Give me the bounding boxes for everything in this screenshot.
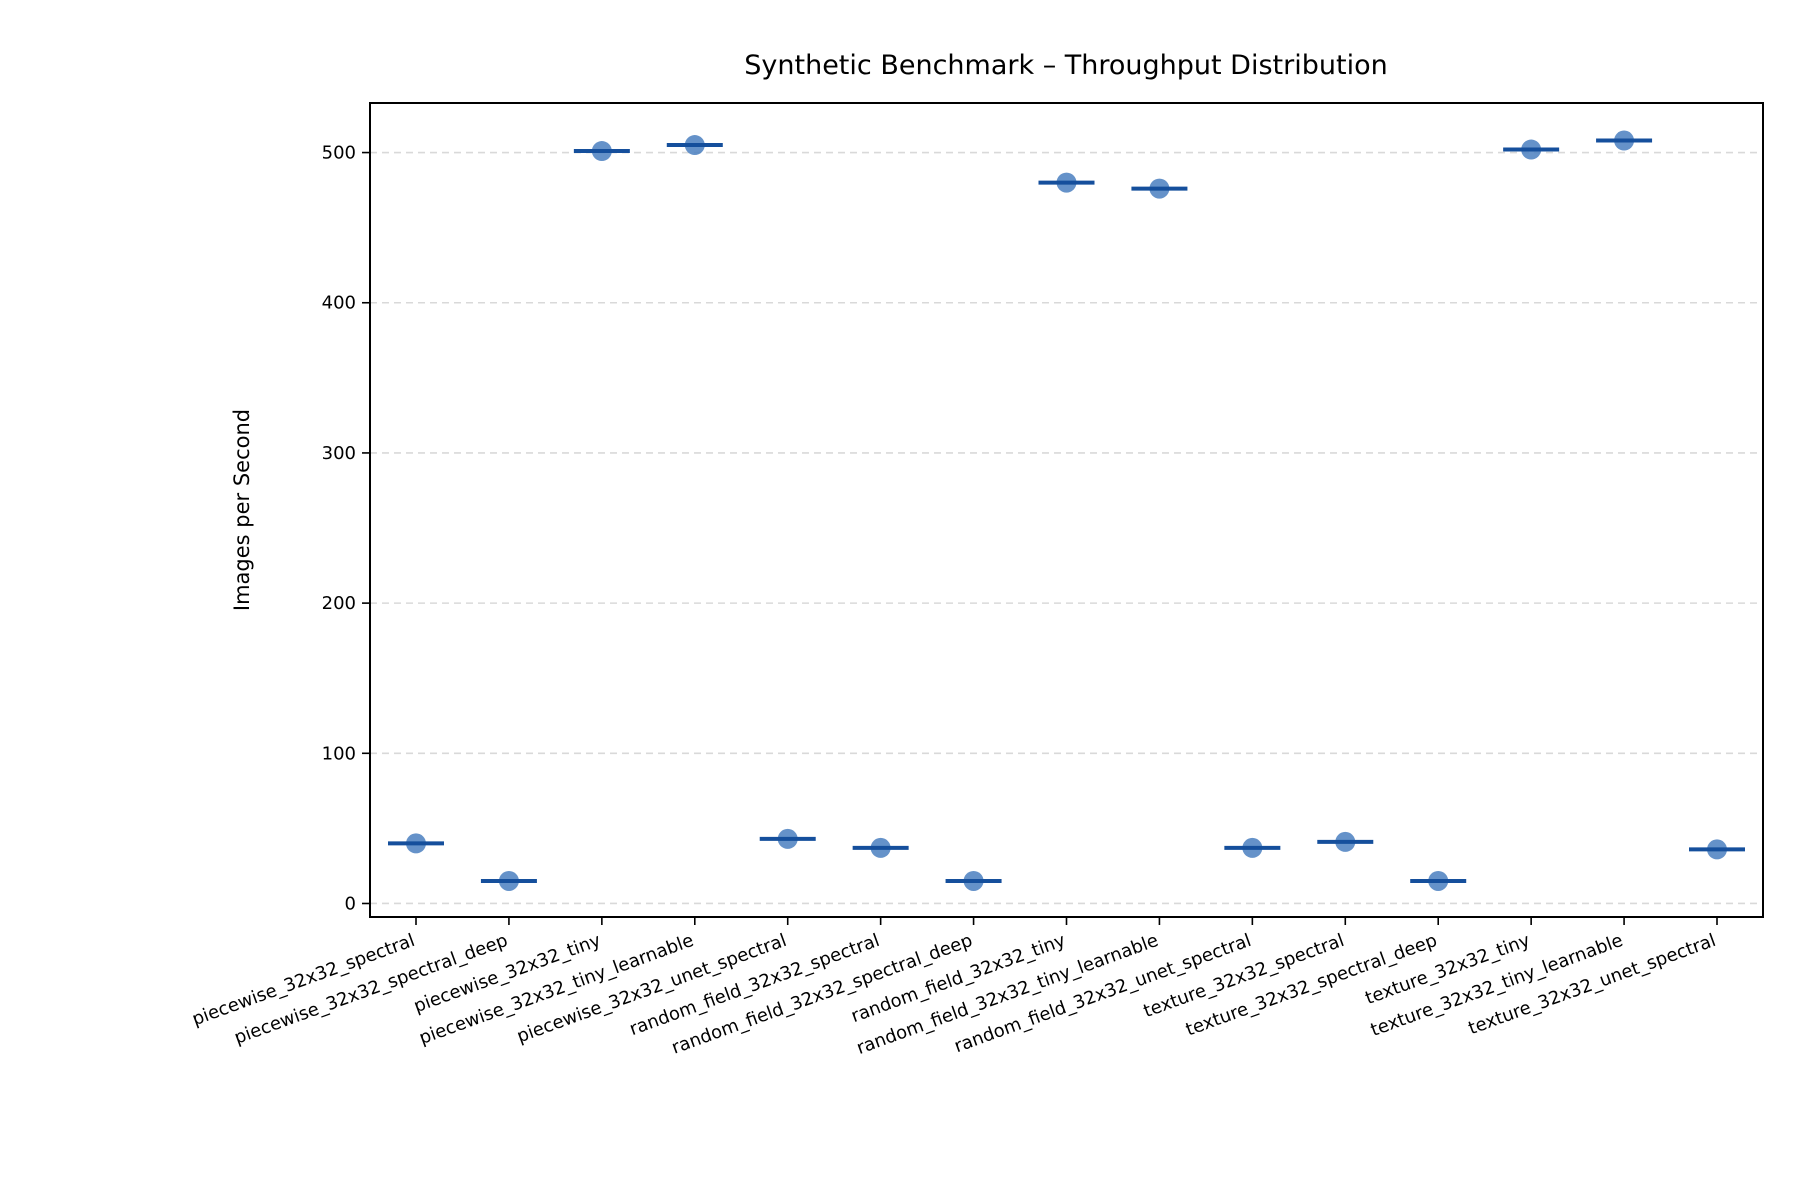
y-tick-label: 100 [322, 743, 356, 764]
y-tick-label: 200 [322, 593, 356, 614]
y-tick-label: 0 [345, 893, 356, 914]
y-tick-label: 400 [322, 293, 356, 314]
grid-layer [370, 151, 1763, 905]
chart-title: Synthetic Benchmark – Throughput Distrib… [744, 50, 1387, 81]
y-tick-label: 500 [322, 143, 356, 164]
plot-frame [369, 102, 1764, 918]
y-axis-label: Images per Second [230, 409, 254, 611]
axis-layer: 0100200300400500piecewise_32x32_spectral… [189, 143, 1718, 1059]
y-tick-label: 300 [322, 443, 356, 464]
marks-layer [388, 130, 1745, 891]
